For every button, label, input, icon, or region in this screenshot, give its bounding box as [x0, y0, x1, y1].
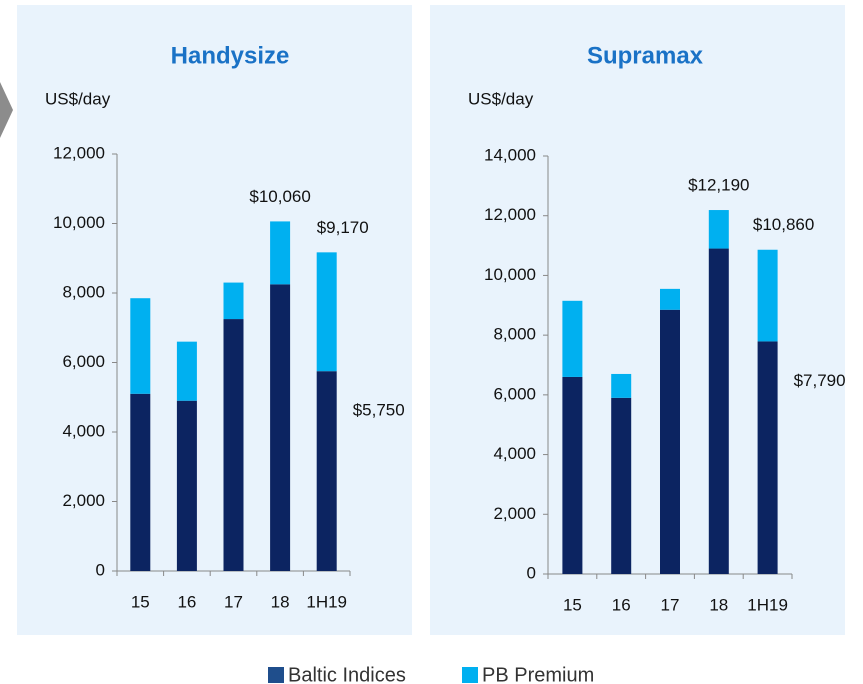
y-tick-label: 10,000	[53, 213, 105, 232]
bar-segment	[562, 300, 583, 377]
bar-segment	[176, 341, 197, 401]
bar-segment	[708, 210, 729, 249]
data-label: $10,860	[753, 215, 814, 234]
y-tick-label: 2,000	[493, 504, 536, 523]
bar-segment	[223, 282, 244, 320]
y-tick-label: 12,000	[53, 143, 105, 162]
x-tick-label: 17	[661, 595, 680, 614]
bar-segment	[316, 252, 337, 372]
bar-segment	[757, 249, 778, 342]
y-tick-label: 2,000	[62, 491, 105, 510]
data-label: $5,750	[353, 401, 405, 420]
bar-segment	[708, 248, 729, 575]
bar-segment	[316, 371, 337, 571]
x-tick-label: 17	[224, 592, 243, 611]
bar-segment	[270, 221, 291, 285]
panel	[17, 5, 412, 635]
bar-segment	[270, 284, 291, 571]
data-label: $7,790	[794, 371, 846, 390]
data-label: $10,060	[249, 187, 310, 206]
bar-segment	[130, 393, 151, 571]
y-tick-label: 0	[96, 560, 105, 579]
y-tick-label: 8,000	[62, 282, 105, 301]
legend-label: Baltic Indices	[288, 664, 406, 684]
x-tick-label: 15	[131, 592, 150, 611]
y-tick-label: 6,000	[62, 352, 105, 371]
x-tick-label: 18	[709, 595, 728, 614]
x-tick-label: 15	[563, 595, 582, 614]
y-tick-label: 8,000	[493, 325, 536, 344]
x-tick-label: 16	[177, 592, 196, 611]
bar-segment	[611, 373, 632, 398]
x-tick-label: 16	[612, 595, 631, 614]
bar-segment	[130, 298, 151, 394]
arrow	[0, 82, 13, 138]
bar-segment	[611, 397, 632, 574]
x-tick-label: 1H19	[306, 592, 347, 611]
y-tick-label: 14,000	[484, 145, 536, 164]
y-tick-label: 6,000	[493, 384, 536, 403]
y-tick-label: 4,000	[62, 421, 105, 440]
y-tick-label: 0	[527, 563, 536, 582]
legend-swatch	[462, 667, 478, 683]
data-label: $9,170	[317, 218, 369, 237]
bar-segment	[176, 400, 197, 571]
legend-swatch	[268, 667, 284, 683]
legend-label: PB Premium	[482, 664, 594, 684]
bar-segment	[562, 376, 583, 574]
data-label: $12,190	[688, 176, 749, 195]
bar-segment	[660, 288, 680, 310]
y-axis-label: US$/day	[45, 89, 111, 108]
bar-segment	[223, 319, 244, 571]
chart-title: Handysize	[171, 42, 290, 69]
y-tick-label: 12,000	[484, 205, 536, 224]
bar-segment	[757, 341, 778, 574]
y-axis-label: US$/day	[468, 89, 534, 108]
bar-segment	[660, 309, 680, 574]
y-tick-label: 10,000	[484, 265, 536, 284]
x-tick-label: 18	[271, 592, 290, 611]
y-tick-label: 4,000	[493, 444, 536, 463]
chart-title: Supramax	[587, 42, 704, 69]
x-tick-label: 1H19	[747, 595, 788, 614]
